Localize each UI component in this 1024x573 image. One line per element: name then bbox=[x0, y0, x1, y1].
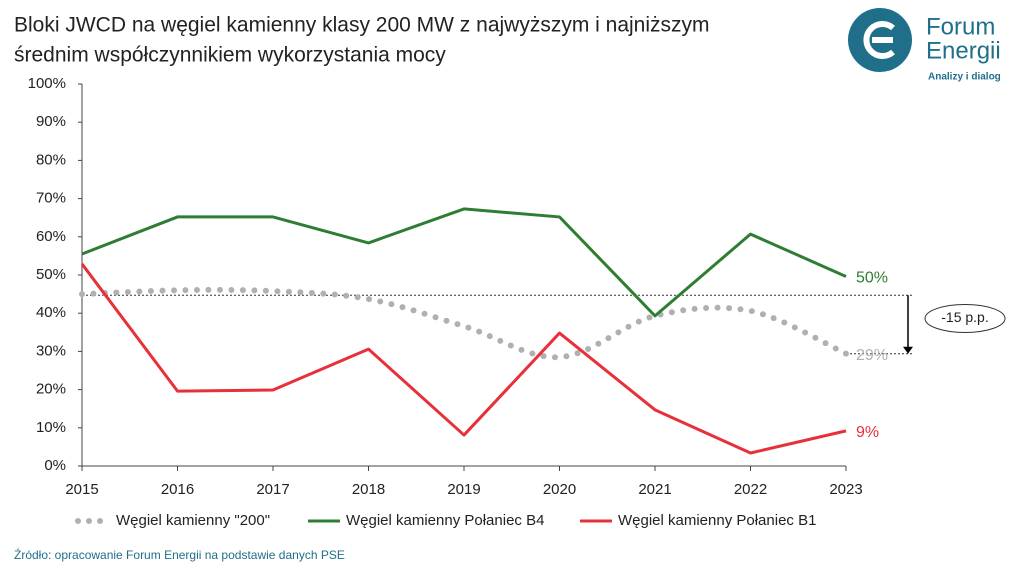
y-tick-label: 80% bbox=[36, 151, 66, 168]
logo: Forum Energii Analizy i dialog bbox=[848, 8, 1001, 83]
y-tick-label: 10% bbox=[36, 419, 66, 436]
series-line bbox=[80, 263, 847, 455]
chart-title: Bloki JWCD na węgiel kamienny klasy 200 … bbox=[14, 14, 710, 37]
x-tick-label: 2015 bbox=[65, 481, 98, 498]
y-tick-label: 90% bbox=[36, 113, 66, 130]
chart-title: średnim współczynnikiem wykorzystania mo… bbox=[14, 44, 446, 67]
legend-label: Węgiel kamienny Połaniec B1 bbox=[618, 512, 816, 529]
end-label: 9% bbox=[856, 424, 879, 441]
y-tick-label: 40% bbox=[36, 304, 66, 321]
logo-text: Energii bbox=[926, 37, 1001, 64]
legend-label: Węgiel kamienny "200" bbox=[116, 512, 270, 529]
y-tick-label: 30% bbox=[36, 342, 66, 359]
y-tick-label: 100% bbox=[28, 75, 66, 92]
y-tick-label: 50% bbox=[36, 266, 66, 283]
x-tick-label: 2020 bbox=[543, 481, 576, 498]
annotation-arrowhead bbox=[903, 346, 913, 354]
x-tick-label: 2018 bbox=[352, 481, 385, 498]
annotation-bubble bbox=[924, 303, 1006, 333]
series-line bbox=[79, 286, 849, 361]
end-label: 50% bbox=[856, 270, 888, 287]
logo-tagline: Analizy i dialog bbox=[928, 72, 1001, 83]
y-tick-label: 60% bbox=[36, 228, 66, 245]
legend-label: Węgiel kamienny Połaniec B4 bbox=[346, 512, 544, 529]
x-tick-label: 2016 bbox=[161, 481, 194, 498]
annotation-text: -15 p.p. bbox=[941, 309, 988, 325]
series-line bbox=[81, 207, 847, 318]
source-note: Źródło: opracowanie Forum Energii na pod… bbox=[14, 547, 345, 562]
x-tick-label: 2021 bbox=[638, 481, 671, 498]
x-tick-label: 2023 bbox=[829, 481, 862, 498]
end-label: 29% bbox=[856, 347, 888, 364]
x-tick-label: 2022 bbox=[734, 481, 767, 498]
logo-text: Forum bbox=[926, 13, 995, 40]
y-tick-label: 0% bbox=[44, 457, 66, 474]
logo-icon bbox=[863, 21, 895, 59]
x-tick-label: 2019 bbox=[447, 481, 480, 498]
y-tick-label: 70% bbox=[36, 190, 66, 207]
y-tick-label: 20% bbox=[36, 381, 66, 398]
x-tick-label: 2017 bbox=[256, 481, 289, 498]
